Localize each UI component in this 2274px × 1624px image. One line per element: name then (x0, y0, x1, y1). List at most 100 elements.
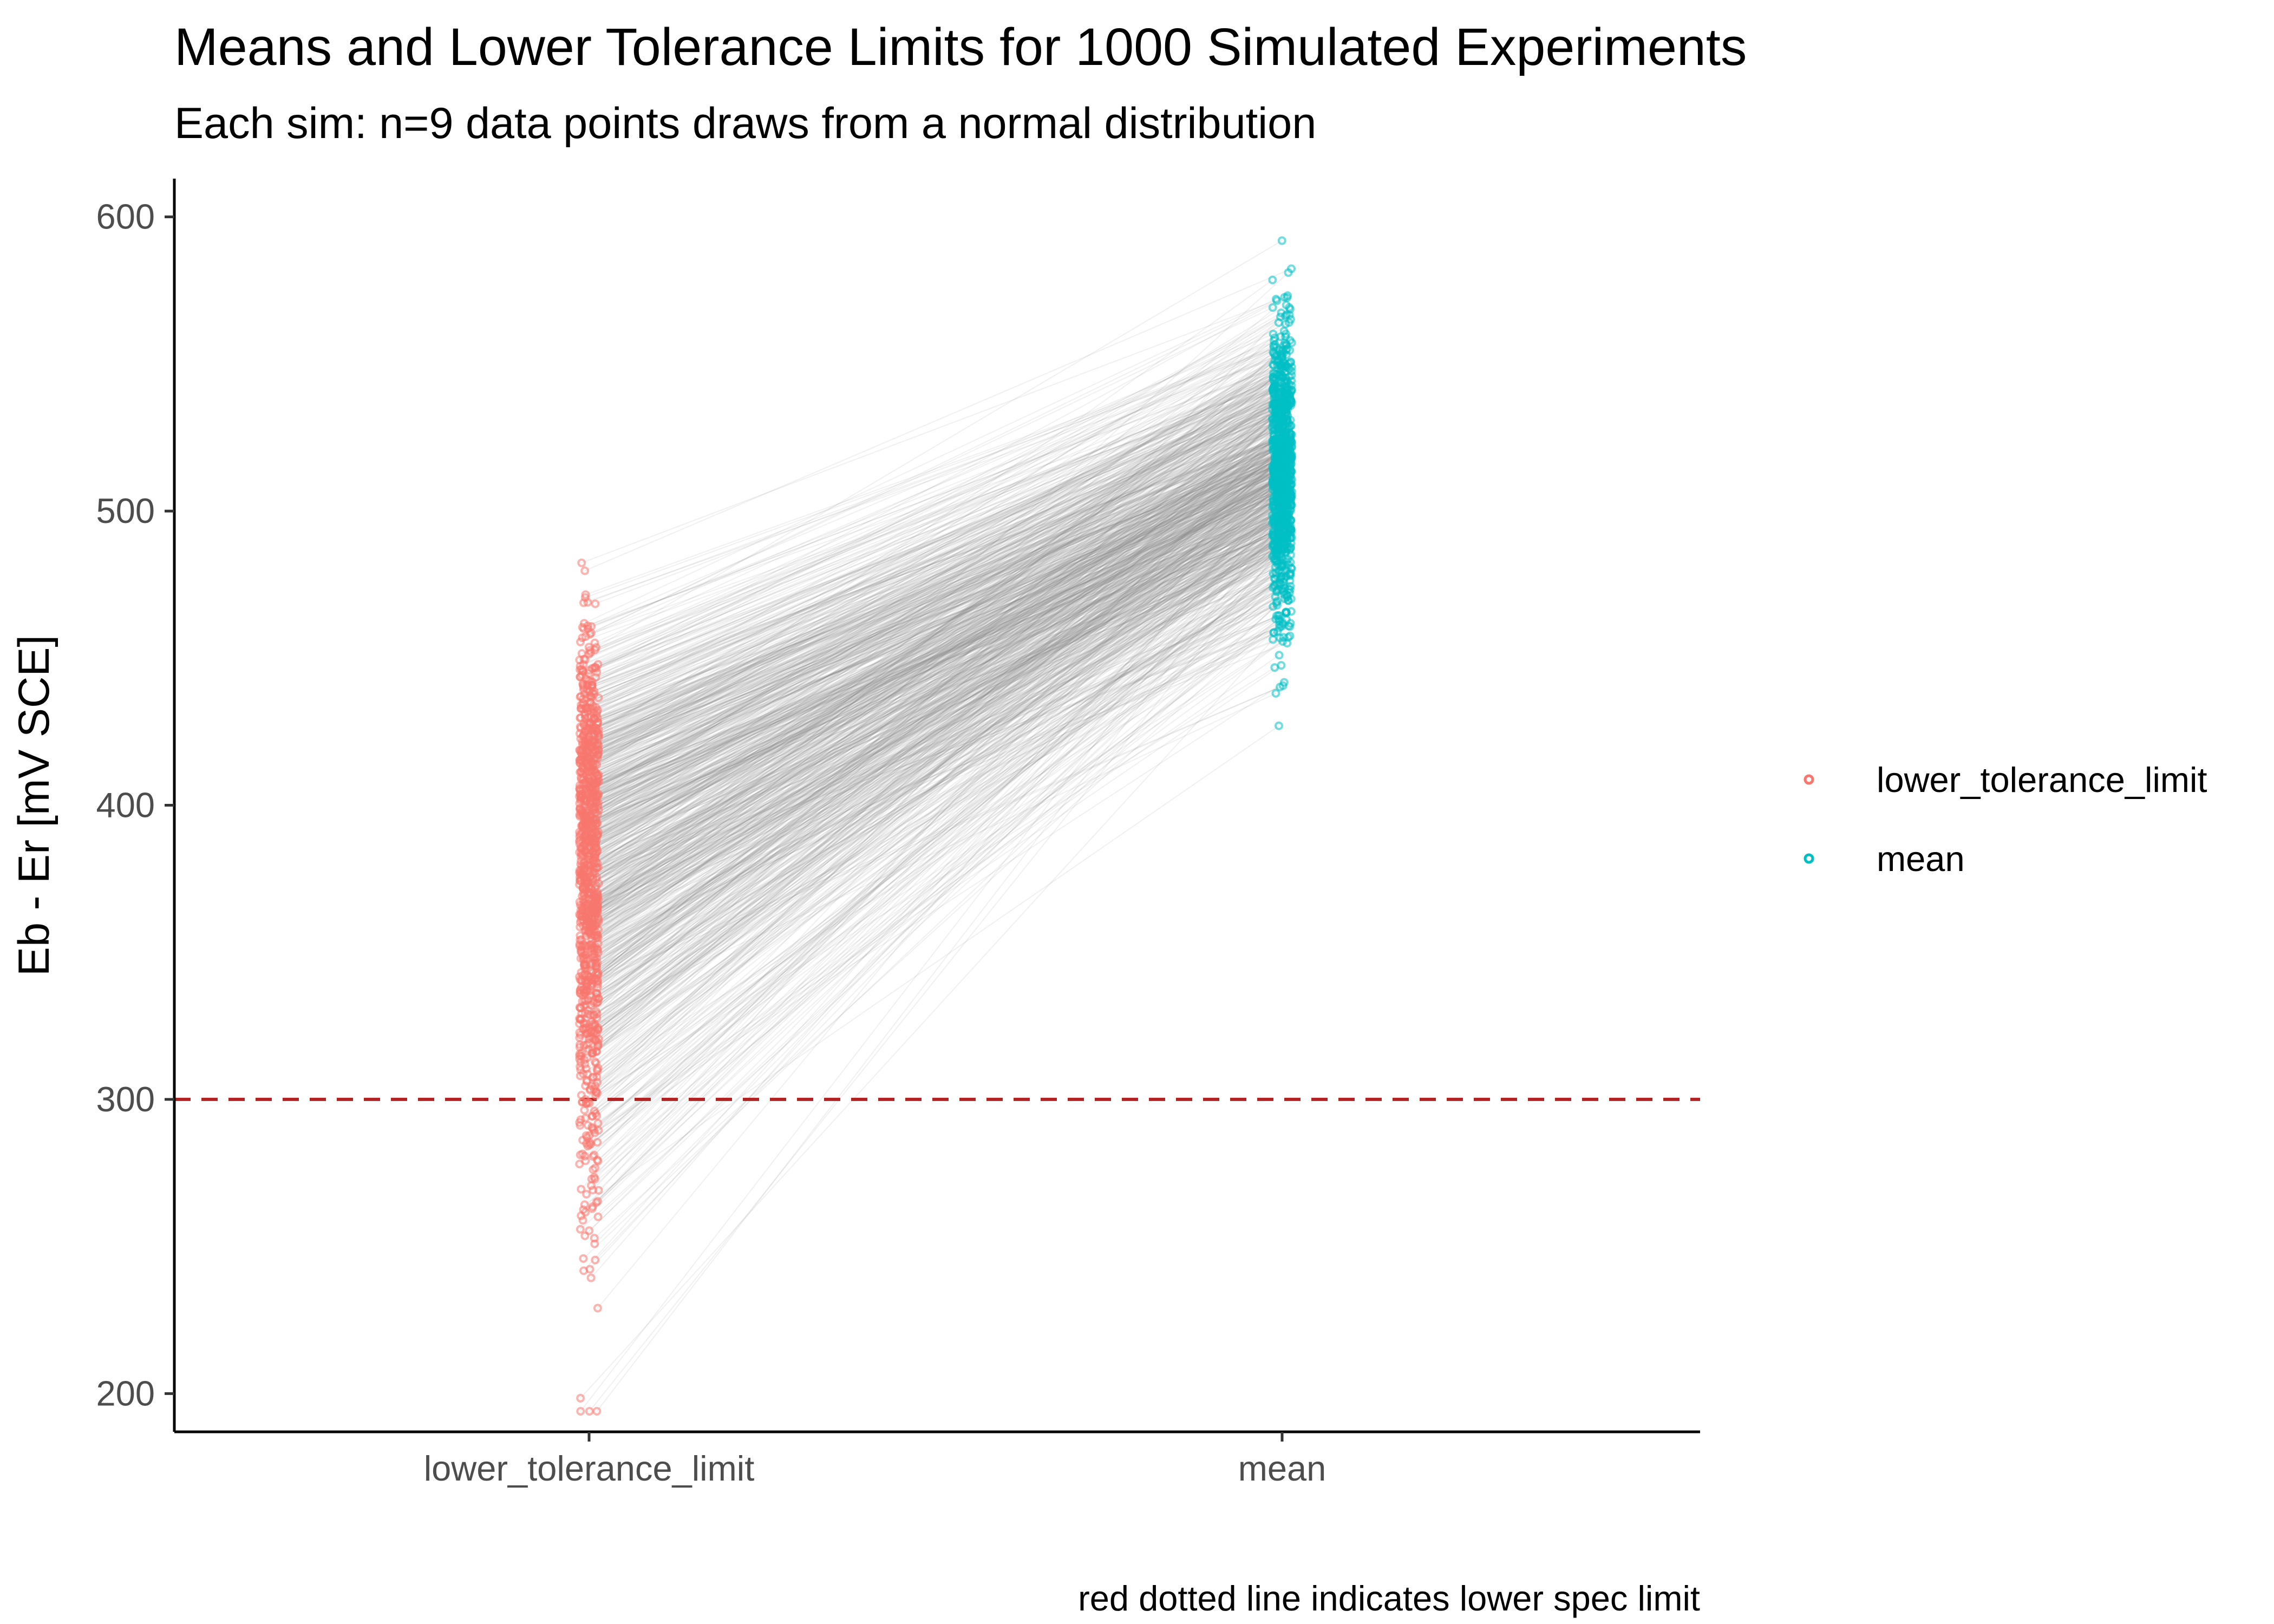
paired-line (587, 411, 1275, 709)
paired-line (589, 377, 1282, 671)
paired-line (585, 529, 1291, 937)
paired-line (597, 361, 1284, 907)
legend-label-mean: mean (1877, 839, 1965, 879)
paired-line (595, 482, 1284, 896)
point-lower-tolerance-limit (576, 1224, 585, 1234)
paired-line (590, 357, 1283, 703)
paired-line (584, 528, 1279, 981)
point-mean (1269, 628, 1278, 637)
paired-line (584, 513, 1287, 965)
paired-line (594, 364, 1273, 907)
paired-line (585, 457, 1292, 826)
paired-line (591, 484, 1277, 907)
paired-line (598, 494, 1285, 939)
point-mean (1283, 591, 1292, 600)
paired-line (585, 427, 1279, 846)
paired-line (581, 498, 1276, 772)
paired-line (581, 436, 1291, 897)
point-lower-tolerance-limit (593, 705, 602, 715)
y-tick-label: 300 (96, 1079, 155, 1119)
paired-line (587, 463, 1278, 947)
point-mean (1275, 651, 1284, 660)
paired-line (579, 376, 1283, 719)
paired-line (581, 342, 1285, 762)
point-lower-tolerance-limit (579, 774, 588, 783)
paired-line (595, 481, 1289, 979)
point-mean (1277, 236, 1286, 245)
paired-line (598, 464, 1291, 868)
paired-line (583, 493, 1277, 815)
paired-line (579, 614, 1279, 947)
paired-line (594, 410, 1278, 1026)
paired-line (589, 481, 1275, 847)
paired-line (587, 470, 1289, 913)
point-mean (1277, 409, 1286, 418)
paired-line (586, 431, 1286, 766)
paired-line (581, 472, 1275, 833)
paired-line (586, 390, 1287, 1024)
paired-line (592, 472, 1275, 729)
point-lower-tolerance-limit (593, 1156, 603, 1165)
paired-line (579, 427, 1279, 1068)
paired-line (595, 538, 1286, 785)
paired-line (586, 534, 1291, 906)
paired-line (595, 375, 1292, 791)
paired-line (581, 374, 1277, 670)
paired-line (585, 409, 1283, 853)
paired-line (598, 394, 1290, 776)
paired-line (585, 466, 1283, 782)
point-lower-tolerance-limit (590, 932, 599, 941)
paired-line (590, 528, 1278, 872)
point-lower-tolerance-limit (589, 705, 598, 715)
paired-line (593, 448, 1289, 798)
paired-line (590, 566, 1276, 821)
paired-line (581, 436, 1283, 954)
paired-line (581, 516, 1287, 867)
paired-line (583, 439, 1275, 691)
paired-line (579, 375, 1279, 661)
paired-line (580, 377, 1286, 667)
paired-line (581, 538, 1279, 1014)
point-mean (1273, 525, 1283, 534)
point-lower-tolerance-limit (591, 741, 600, 750)
point-lower-tolerance-limit (586, 1028, 596, 1037)
paired-line (581, 519, 1291, 981)
paired-line (590, 559, 1289, 1145)
paired-line (580, 450, 1285, 857)
point-lower-tolerance-limit (576, 734, 585, 743)
point-lower-tolerance-limit (576, 1406, 585, 1416)
paired-line (580, 534, 1275, 800)
paired-line (589, 552, 1276, 1143)
paired-line (585, 354, 1277, 660)
paired-line (582, 381, 1288, 888)
paired-line (591, 523, 1283, 987)
point-lower-tolerance-limit (576, 931, 585, 940)
paired-line (593, 574, 1277, 1027)
paired-line (581, 392, 1288, 780)
paired-line (596, 417, 1276, 784)
point-mean (1270, 425, 1279, 435)
paired-line (580, 467, 1288, 729)
paired-line (580, 692, 1276, 1020)
paired-line (587, 512, 1290, 932)
paired-line (580, 322, 1279, 921)
paired-line (593, 368, 1284, 927)
paired-line (596, 462, 1290, 775)
paired-line (595, 456, 1282, 843)
paired-line (592, 428, 1289, 825)
paired-line (596, 450, 1279, 1019)
paired-line (582, 513, 1285, 914)
paired-line (593, 590, 1282, 1016)
paired-line (596, 600, 1289, 900)
x-tick-label: mean (1238, 1449, 1327, 1488)
paired-line (597, 416, 1282, 988)
paired-line (591, 626, 1290, 945)
paired-line (595, 447, 1285, 1041)
paired-line (597, 391, 1279, 723)
paired-line (594, 548, 1285, 1261)
paired-line (585, 465, 1275, 818)
paired-line (581, 500, 1282, 854)
point-mean (1284, 495, 1293, 504)
paired-line (583, 487, 1288, 817)
paired-line (580, 564, 1278, 1077)
